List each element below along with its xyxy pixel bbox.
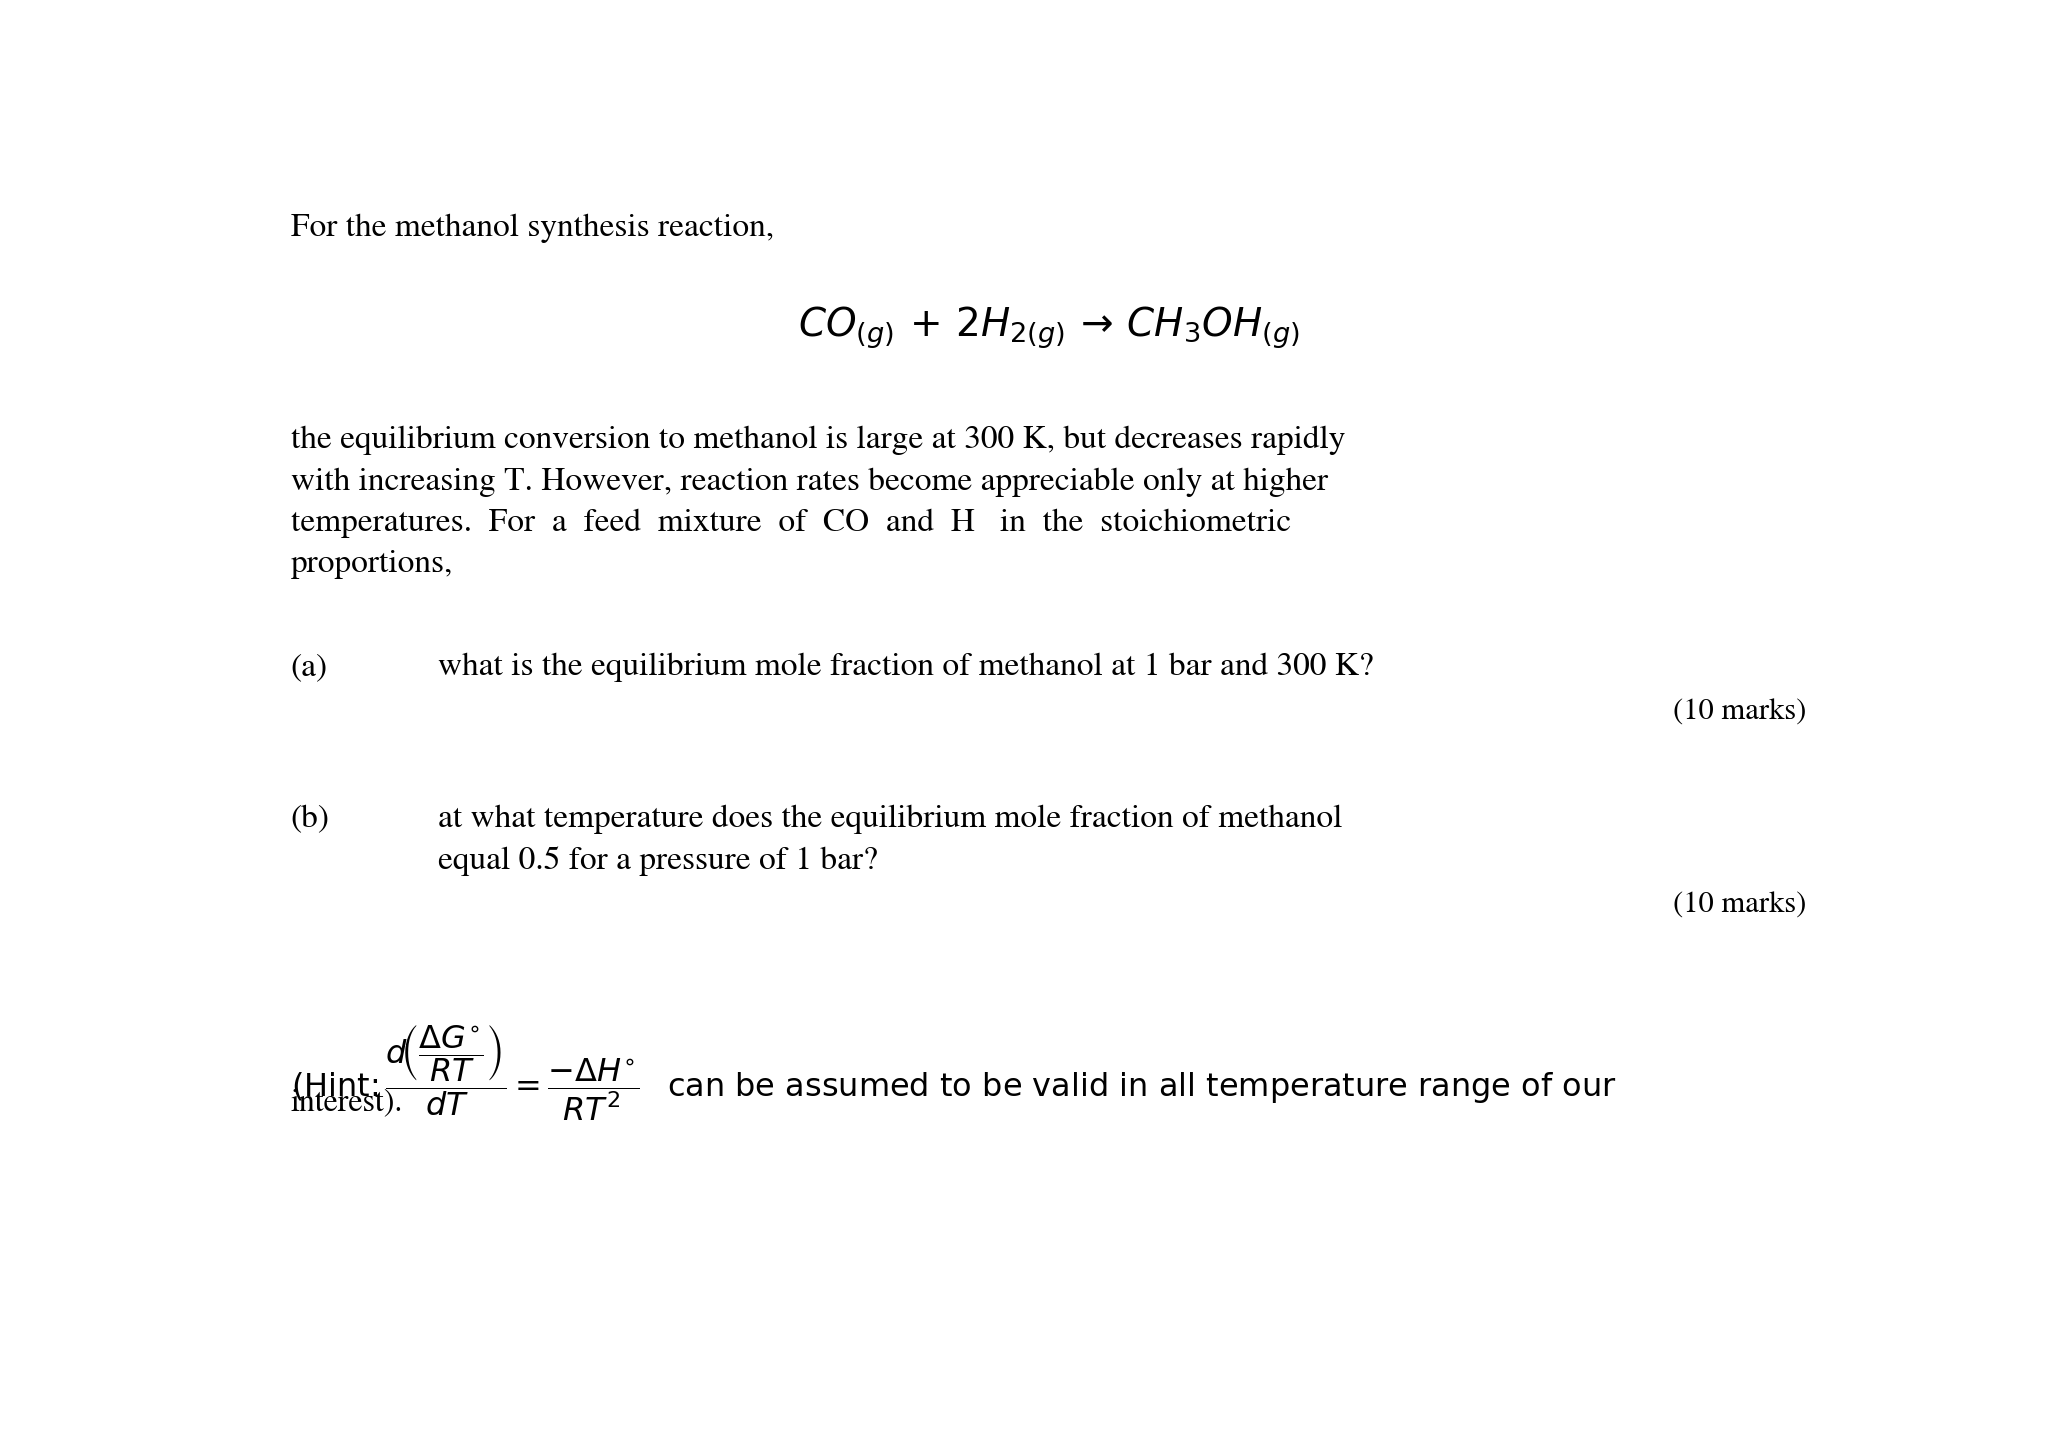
- Text: proportions,: proportions,: [291, 549, 452, 580]
- Text: equal 0.5 for a pressure of 1 bar?: equal 0.5 for a pressure of 1 bar?: [438, 847, 878, 876]
- Text: temperatures.  For  a  feed  mixture  of  CO  and  H₂  in  the  stoichiometric: temperatures. For a feed mixture of CO a…: [291, 509, 1291, 538]
- Text: interest).: interest).: [291, 1087, 403, 1117]
- Text: (a): (a): [291, 652, 327, 683]
- Text: $\mathit{CO}_{(g)}\,+\,2\mathit{H}_{2(g)}\,\rightarrow\,\mathit{CH_3OH}_{(g)}$: $\mathit{CO}_{(g)}\,+\,2\mathit{H}_{2(g)…: [798, 304, 1299, 350]
- Text: at what temperature does the equilibrium mole fraction of methanol: at what temperature does the equilibrium…: [438, 805, 1342, 834]
- Text: the equilibrium conversion to methanol is large at 300 K, but decreases rapidly: the equilibrium conversion to methanol i…: [291, 426, 1344, 455]
- Text: (10 marks): (10 marks): [1674, 699, 1807, 726]
- Text: with increasing T. However, reaction rates become appreciable only at higher: with increasing T. However, reaction rat…: [291, 468, 1328, 497]
- Text: (10 marks): (10 marks): [1674, 892, 1807, 920]
- Text: For the methanol synthesis reaction,: For the methanol synthesis reaction,: [291, 214, 773, 243]
- Text: what is the equilibrium mole fraction of methanol at 1 bar and 300 K?: what is the equilibrium mole fraction of…: [438, 652, 1373, 683]
- Text: (Hint:$\,\dfrac{d\!\left(\dfrac{\Delta G^{\circ}}{RT}\right)}{dT} = \dfrac{-\Del: (Hint:$\,\dfrac{d\!\left(\dfrac{\Delta G…: [291, 1023, 1616, 1123]
- Text: (b): (b): [291, 805, 329, 834]
